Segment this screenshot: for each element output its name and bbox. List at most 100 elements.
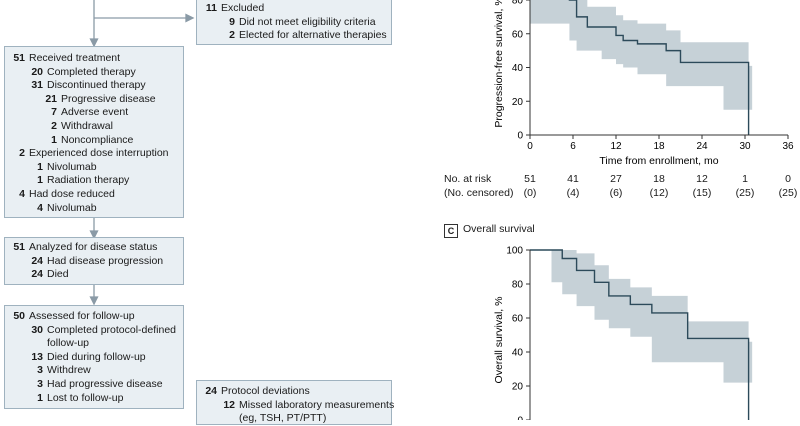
count: 30 xyxy=(31,323,43,336)
pfs-y-axis-label: Progression-free survival, % xyxy=(493,0,505,128)
excluded-row: 11 Excluded xyxy=(203,2,385,16)
count: 51 xyxy=(13,52,25,64)
count: 50 xyxy=(13,310,25,322)
label: Withdrew xyxy=(47,364,91,377)
label: Withdrawal xyxy=(61,119,113,132)
analyzed-row: 51 Analyzed for disease status xyxy=(11,241,177,255)
followup-row: 3 Withdrew xyxy=(11,364,177,378)
followup-row: 30 Completed protocol-defined xyxy=(11,324,177,338)
received-row: 20 Completed therapy xyxy=(11,66,177,80)
label: Had progressive disease xyxy=(47,377,163,390)
label: Protocol deviations xyxy=(221,385,310,397)
pfs-x-tick-label: 24 xyxy=(696,141,708,152)
os-y-tick-label: 0 xyxy=(517,416,523,421)
count: 1 xyxy=(37,160,43,173)
censored-value: (4) xyxy=(566,187,580,199)
censored-value: (25) xyxy=(735,187,755,199)
count: 3 xyxy=(37,377,43,390)
received-row: 7 Adverse event xyxy=(11,106,177,120)
censored-value: (25) xyxy=(778,187,798,199)
received-treatment-box: 51 Received treatment 20 Completed therapy 3… xyxy=(4,46,184,218)
count: 2 xyxy=(229,29,235,42)
count: 3 xyxy=(37,364,43,377)
count: 13 xyxy=(31,350,43,363)
at-risk-value: 51 xyxy=(524,173,536,185)
count: 1 xyxy=(37,174,43,187)
count: 4 xyxy=(37,201,43,214)
label: Excluded xyxy=(221,2,265,14)
os-survival-line xyxy=(530,249,750,420)
at-risk-value: 27 xyxy=(610,173,622,185)
count: 24 xyxy=(205,385,217,397)
deviations-row: 12 Missed laboratory measurements xyxy=(203,398,394,413)
label: Experienced dose interruption xyxy=(29,147,169,160)
os-title: Overall survival xyxy=(463,223,535,235)
followup-box: 50 Assessed for follow-up 30 Completed prot… xyxy=(4,305,184,409)
arrowhead-analyzed xyxy=(89,230,99,240)
received-row: 2 Withdrawal xyxy=(11,120,177,134)
arrowhead-followup xyxy=(89,296,99,306)
followup-row: 50 Assessed for follow-up xyxy=(11,310,177,324)
received-row: 21 Progressive disease xyxy=(11,93,177,107)
received-row: 1 Nivolumab xyxy=(11,161,177,175)
censored-value: (12) xyxy=(649,187,669,199)
count: 7 xyxy=(51,106,57,119)
label: Adverse event xyxy=(61,106,129,119)
count: 31 xyxy=(31,79,43,92)
received-row: 4 Had dose reduced xyxy=(11,188,177,202)
at-risk-value: 18 xyxy=(653,173,665,185)
received-row: 4 Nivolumab xyxy=(11,202,177,216)
analyzed-row: 24 Had disease progression xyxy=(11,255,177,269)
at-risk-value: 41 xyxy=(567,173,579,185)
pfs-y-tick-label: 60 xyxy=(512,29,524,40)
count: 24 xyxy=(31,268,43,281)
count: 9 xyxy=(229,15,235,28)
label: Elected for alternative therapies xyxy=(239,29,387,42)
received-row: 2 Experienced dose interruption xyxy=(11,147,177,161)
label: Did not meet eligibility criteria xyxy=(239,15,376,28)
count: 1 xyxy=(51,133,57,146)
excluded-box: 11 Excluded 9 Did not meet eligibility crit… xyxy=(196,0,392,45)
pfs-x-tick-label: 30 xyxy=(739,141,751,152)
os-y-tick-label: 40 xyxy=(512,348,524,359)
analyzed-box: 51 Analyzed for disease status 24 Had disea… xyxy=(4,237,184,285)
label: Completed therapy xyxy=(47,65,136,78)
count: 21 xyxy=(45,92,57,105)
count: 20 xyxy=(31,65,43,78)
label: Completed protocol-defined xyxy=(47,323,176,336)
censored-value: (15) xyxy=(692,187,712,199)
os-y-tick-label: 60 xyxy=(512,314,524,325)
pfs-x-tick-label: 36 xyxy=(782,141,794,152)
count: 4 xyxy=(19,187,25,200)
arrowhead-excluded xyxy=(185,13,195,23)
label: Received treatment xyxy=(29,52,121,64)
excluded-row: 2 Elected for alternative therapies xyxy=(203,29,387,43)
count: 1 xyxy=(37,391,43,404)
received-row: 1 Noncompliance xyxy=(11,134,177,148)
label: Had disease progression xyxy=(47,254,164,267)
pfs-x-tick-label: 6 xyxy=(570,141,576,152)
os-y-axis-label: Overall survival, % xyxy=(493,297,505,384)
pfs-x-axis-label: Time from enrollment, mo xyxy=(599,155,718,167)
risk-label-censored: (No. censored) xyxy=(444,187,514,199)
label: Progressive disease xyxy=(61,92,156,105)
label: Had dose reduced xyxy=(29,187,115,200)
pfs-y-tick-label: 20 xyxy=(512,97,524,108)
panel-c-letter: C xyxy=(444,224,458,238)
pfs-ci-band xyxy=(530,0,753,110)
label: Died xyxy=(47,268,69,281)
count: 24 xyxy=(31,254,43,267)
pfs-y-tick-label: 80 xyxy=(512,0,524,7)
received-row: 31 Discontinued therapy xyxy=(11,79,177,93)
at-risk-value: 1 xyxy=(742,173,748,185)
count: 12 xyxy=(223,398,235,411)
label: Discontinued therapy xyxy=(47,79,146,92)
label: follow-up xyxy=(47,337,90,350)
os-ci-band xyxy=(530,250,753,383)
label: (eg, TSH, PT/PTT) xyxy=(239,412,327,425)
pfs-survival-line xyxy=(568,0,750,135)
label: Analyzed for disease status xyxy=(29,241,158,253)
at-risk-value: 12 xyxy=(696,173,708,185)
followup-row: follow-up xyxy=(11,337,177,351)
